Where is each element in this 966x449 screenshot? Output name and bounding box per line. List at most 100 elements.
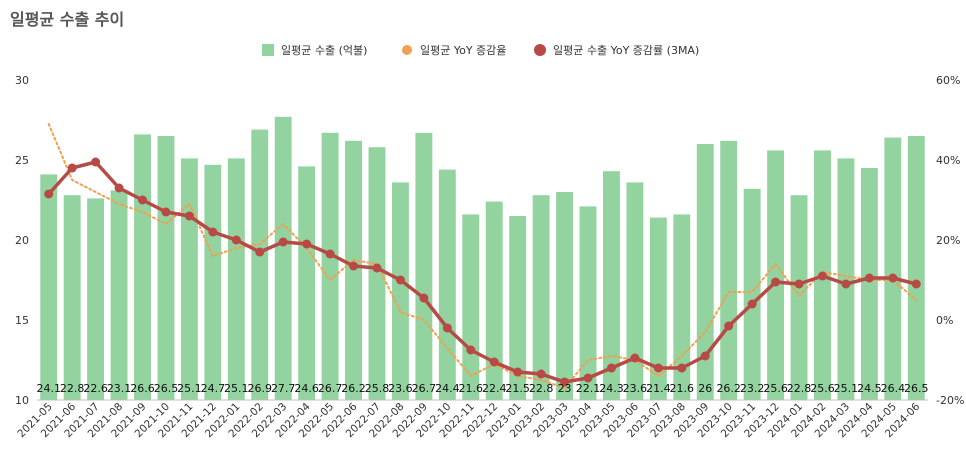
yoy-3ma-line — [44, 157, 921, 387]
bar-value-label: 23.6 — [388, 382, 413, 395]
bar-value-label: 22.1 — [576, 382, 601, 395]
3ma-point — [442, 323, 452, 333]
bar — [204, 164, 222, 400]
bar-value-label: 26.2 — [716, 382, 741, 395]
bar — [391, 182, 409, 400]
legend-label-1: 일평균 YoY 증감율 — [420, 43, 506, 57]
bar-value-label: 23.6 — [623, 382, 648, 395]
bar-value-label: 21.4 — [646, 382, 671, 395]
bar-value-label: 24.5 — [857, 382, 882, 395]
bar-value-label: 23.2 — [740, 382, 765, 395]
bar — [415, 132, 433, 401]
y-left-tick: 30 — [15, 74, 29, 87]
bar-value-label: 22.8 — [529, 382, 554, 395]
3ma-point — [255, 247, 265, 257]
bar — [438, 169, 456, 400]
3ma-point — [44, 189, 54, 199]
bar — [532, 195, 550, 400]
bar — [368, 147, 386, 400]
bar-data-labels: 24.122.822.623.126.626.525.124.725.126.9… — [36, 382, 928, 395]
x-axis-ticks: 2021-052021-062021-072021-082021-092021-… — [15, 400, 922, 440]
bar-value-label: 24.7 — [201, 382, 226, 395]
bar-value-label: 24.4 — [435, 382, 460, 395]
bar-value-label: 23 — [558, 382, 572, 395]
bar — [626, 182, 644, 400]
3ma-point — [888, 273, 898, 283]
3ma-point — [794, 279, 804, 289]
bar-value-label: 25.1 — [177, 382, 202, 395]
bar-value-label: 26 — [698, 382, 712, 395]
yoy-dotted-line — [47, 123, 918, 390]
legend: 일평균 수출 (억불) 일평균 YoY 증감율 일평균 수출 YoY 증감률 (3M… — [262, 43, 699, 57]
bar-value-label: 26.2 — [341, 382, 366, 395]
right-axis: -20% 0% 20% 40% 60% — [936, 74, 964, 407]
3ma-point — [513, 367, 523, 377]
legend-swatch-bar — [262, 44, 274, 56]
3ma-point — [536, 369, 546, 379]
3ma-point — [114, 183, 124, 193]
bar — [743, 188, 761, 400]
y-left-tick: 25 — [15, 154, 29, 167]
3ma-point — [161, 207, 171, 217]
3ma-point — [184, 211, 194, 221]
bar — [720, 140, 738, 401]
bar-value-label: 22.4 — [482, 382, 507, 395]
3ma-point — [771, 277, 781, 287]
bar — [860, 168, 878, 400]
bar — [767, 150, 785, 400]
bar-value-label: 26.7 — [412, 382, 437, 395]
left-axis: 10 15 20 25 30 — [15, 74, 29, 407]
3ma-point — [278, 237, 288, 247]
bar-value-label: 21.6 — [459, 382, 484, 395]
bar-value-label: 24.6 — [294, 382, 319, 395]
3ma-point — [583, 373, 593, 383]
bar-value-label: 26.4 — [881, 382, 906, 395]
bar — [462, 214, 480, 400]
bar — [696, 144, 714, 400]
y-right-tick: 40% — [936, 154, 960, 167]
3ma-point — [372, 263, 382, 273]
bar — [907, 136, 925, 400]
bar-value-label: 25.6 — [810, 382, 835, 395]
legend-swatch-line-1 — [402, 45, 412, 55]
bar — [157, 136, 175, 400]
3ma-point — [630, 353, 640, 363]
bar-value-label: 23.1 — [107, 382, 132, 395]
bar-value-label: 25.1 — [224, 382, 249, 395]
y-left-tick: 15 — [15, 314, 29, 327]
3ma-point — [349, 261, 359, 271]
legend-swatch-line-2 — [534, 44, 546, 56]
3ma-point — [911, 279, 921, 289]
bar — [790, 195, 808, 400]
bar — [134, 134, 151, 400]
bar-value-label: 21.5 — [505, 382, 530, 395]
bar — [274, 116, 292, 401]
3ma-point — [325, 249, 335, 259]
3ma-point — [489, 357, 499, 367]
3ma-point — [677, 363, 687, 373]
3ma-point — [67, 163, 77, 173]
bar-value-label: 24.3 — [599, 382, 624, 395]
bar — [837, 158, 855, 400]
bar — [321, 132, 339, 401]
legend-label-0: 일평균 수출 (억불) — [281, 43, 367, 57]
y-right-tick: 20% — [936, 234, 960, 247]
bar — [556, 192, 574, 400]
bar-value-label: 26.9 — [248, 382, 273, 395]
3ma-point — [91, 157, 101, 167]
bar — [110, 190, 128, 400]
3ma-point — [231, 235, 241, 245]
y-left-tick: 20 — [15, 234, 29, 247]
3ma-point — [817, 271, 827, 281]
chart-title: 일평균 수출 추이 — [10, 10, 125, 29]
bar — [603, 171, 620, 400]
bar-value-label: 27.7 — [271, 382, 296, 395]
3ma-point — [560, 377, 570, 387]
y-right-tick: 60% — [936, 74, 960, 87]
bar — [509, 216, 527, 400]
bar-value-label: 25.8 — [365, 382, 390, 395]
3ma-point — [302, 239, 312, 249]
bar-value-label: 24.1 — [36, 382, 61, 395]
y-right-tick: -20% — [936, 394, 964, 407]
